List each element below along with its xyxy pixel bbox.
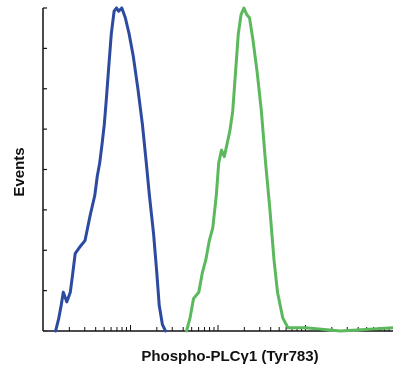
series-line-2 — [185, 6, 393, 333]
y-axis-title: Events — [11, 147, 28, 196]
series-layer — [54, 6, 393, 333]
y-axis-ticks — [43, 7, 47, 332]
x-axis-title: Phospho-PLCγ1 (Tyr783) — [141, 348, 318, 365]
series-line-1 — [54, 6, 167, 333]
